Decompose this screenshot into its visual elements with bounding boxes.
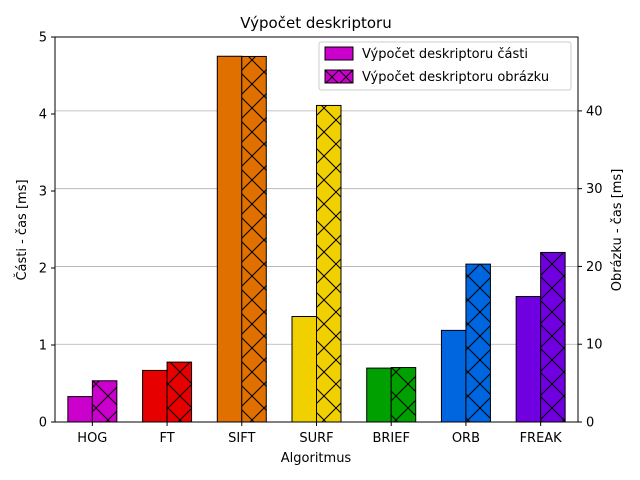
x-tick-label: FREAK — [520, 431, 563, 446]
x-tick-label: BRIEF — [372, 431, 409, 446]
x-tick-label: ORB — [452, 431, 480, 446]
bar-part-orb — [440, 329, 467, 423]
bar-image-freak — [540, 251, 566, 423]
y-right-tick-label: 20 — [586, 260, 603, 275]
bar-image-ft — [166, 361, 193, 423]
y-left-tick-label: 0 — [39, 416, 47, 431]
legend: Výpočet deskriptoru části Výpočet deskri… — [318, 41, 572, 91]
bars — [67, 55, 566, 423]
legend-swatch-image — [324, 69, 354, 84]
y-right-tick-label: 30 — [586, 182, 603, 197]
chart-title: Výpočet deskriptoru — [240, 14, 391, 32]
bar-part-ft — [142, 369, 168, 423]
bar-part-freak — [515, 295, 542, 423]
axis-ticks: HOG FT SIFT SURF BRIEF ORB FREAK 0 1 2 3 4 5 0 10 20 30 4… — [39, 31, 603, 447]
y-left-tick-label: 4 — [39, 108, 47, 123]
x-tick-label: HOG — [77, 431, 107, 446]
y-right-tick-label: 10 — [586, 338, 603, 353]
bar-image-hog — [91, 380, 118, 423]
bar-part-surf — [291, 316, 317, 423]
bar-image-sift — [241, 55, 267, 423]
legend-swatch-part — [324, 46, 354, 61]
y-axis-right-label: Obrázku - čas [ms] — [610, 169, 625, 292]
y-left-tick-label: 3 — [39, 185, 47, 200]
y-right-tick-label: 0 — [586, 416, 594, 431]
bar-image-surf — [316, 104, 342, 423]
legend-label-image: Výpočet deskriptoru obrázku — [362, 70, 549, 85]
legend-frame — [318, 41, 572, 91]
y-left-tick-label: 2 — [39, 262, 47, 277]
x-tick-label: SURF — [299, 431, 333, 446]
legend-swatch-image-rect — [324, 69, 354, 84]
bar-image-orb — [465, 263, 491, 423]
x-axis-label: Algoritmus — [281, 451, 352, 466]
legend-label-part: Výpočet deskriptoru části — [362, 47, 528, 62]
y-left-tick-label: 1 — [39, 339, 47, 354]
bar-part-sift — [216, 55, 243, 423]
x-tick-label: FT — [159, 431, 174, 446]
y-left-tick-label: 5 — [39, 31, 47, 46]
bar-part-hog — [67, 396, 93, 423]
y-right-tick-label: 40 — [586, 104, 603, 119]
bar-part-brief — [366, 367, 392, 423]
bar-image-brief — [390, 367, 417, 423]
y-axis-left-label: Části - čas [ms] — [14, 179, 30, 280]
x-tick-label: SIFT — [228, 431, 255, 446]
